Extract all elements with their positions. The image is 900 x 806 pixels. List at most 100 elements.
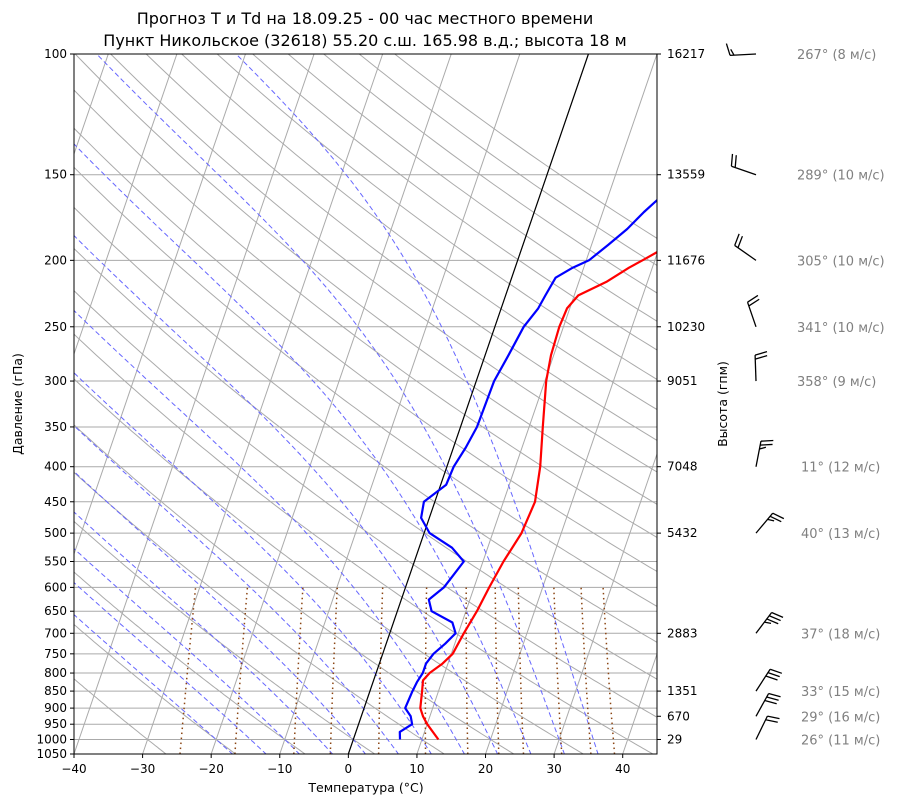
y-tick-label: 200 <box>44 253 67 267</box>
y-tick-label: 450 <box>44 495 67 509</box>
profiles <box>398 198 657 741</box>
wind-barb-feather <box>730 153 734 167</box>
wind-label: 305° (10 м/с) <box>797 254 885 269</box>
wind-barb-feather <box>725 43 731 56</box>
mixing-ratio-line <box>293 587 304 754</box>
height-axis-ticks: 29 670 1351 2883 5432 7048 9051 10230 11676 13559… <box>657 47 705 746</box>
wind-barb: 26° (11 м/с) <box>755 715 880 748</box>
dry-adiabat <box>74 247 657 680</box>
moist-adiabat <box>74 614 234 754</box>
wind-barb-feather <box>767 518 775 522</box>
wind-label: 37° (18 м/с) <box>801 627 880 642</box>
moist-adiabat <box>74 547 301 754</box>
isotherm-line <box>553 452 657 754</box>
wind-barb: 29° (16 м/с) <box>755 692 880 725</box>
dry-adiabat <box>74 206 657 643</box>
y-tick-label: 900 <box>44 701 67 715</box>
isotherm-line <box>416 54 657 754</box>
moist-adiabat <box>74 143 532 754</box>
isotherm-line <box>74 54 315 754</box>
wind-barb-feather <box>764 699 777 705</box>
wind-barb: 33° (15 м/с) <box>755 668 880 700</box>
wind-label: 341° (10 м/с) <box>797 321 885 336</box>
y-tick-label: 250 <box>44 320 67 334</box>
wind-barb-feather <box>737 235 744 248</box>
height-tick-label: 9051 <box>667 374 698 388</box>
wind-barb-feather <box>754 351 768 356</box>
wind-barb-feather <box>768 692 781 698</box>
y-tick-label: 100 <box>44 47 67 61</box>
y-tick-label: 1050 <box>36 747 67 761</box>
mixing-ratio-line <box>234 587 249 754</box>
wind-barb: 37° (18 м/с) <box>755 611 880 642</box>
x-tick-label: −10 <box>267 762 292 776</box>
y-tick-label: 350 <box>44 420 67 434</box>
wind-barb-feather <box>764 621 772 624</box>
y-tick-label: 500 <box>44 526 67 540</box>
x-axis-label: Температура (°C) <box>307 780 423 795</box>
wind-barb: 40° (13 м/с) <box>755 512 880 542</box>
wind-barb-staff <box>734 244 757 261</box>
plot-frame <box>73 53 658 755</box>
zero-isotherm-line <box>347 54 589 754</box>
wind-barbs: 267° (8 м/с) 289° (10 м/с) 305° (10 м/с) 34… <box>725 43 885 748</box>
isotherm-line <box>74 54 246 556</box>
wind-label: 29° (16 м/с) <box>801 710 880 725</box>
isotherm-line <box>210 54 452 754</box>
moist-adiabat <box>74 372 432 754</box>
chart-title: Прогноз T и Td на 18.09.25 - 00 час мест… <box>137 9 593 28</box>
height-tick-label: 7048 <box>667 460 698 474</box>
dewpoint-profile <box>398 198 657 740</box>
moist-adiabat <box>235 54 599 754</box>
dry-adiabat <box>145 54 657 441</box>
wind-barb: 305° (10 м/с) <box>734 233 885 269</box>
y-tick-label: 750 <box>44 647 67 661</box>
dry-adiabat <box>252 54 657 351</box>
wind-barb-feather <box>765 675 778 681</box>
y-tick-label: 1000 <box>36 732 67 746</box>
y-tick-label: 950 <box>44 717 67 731</box>
dry-adiabat <box>74 424 515 754</box>
y-tick-label: 650 <box>44 604 67 618</box>
dry-adiabat <box>74 678 167 754</box>
x-tick-label: −30 <box>130 762 155 776</box>
isobar-grid <box>74 54 657 754</box>
moist-adiabat <box>74 581 267 754</box>
moist-adiabat <box>74 424 400 754</box>
y-axis-label: Давление (гПа) <box>10 353 25 455</box>
dry-adiabat <box>74 54 657 505</box>
wind-barb-staff <box>755 715 768 740</box>
wind-barb-feather <box>734 155 737 168</box>
x-tick-label: 20 <box>478 762 493 776</box>
wind-barb-feather <box>766 696 779 701</box>
wind-barb: 267° (8 м/с) <box>725 43 876 63</box>
dry-adiabat <box>74 290 657 718</box>
dry-adiabat <box>74 166 657 607</box>
temperature-profile <box>419 250 657 741</box>
y-tick-label: 700 <box>44 626 67 640</box>
wind-barb-staff <box>755 512 774 534</box>
wind-barb-feather <box>760 439 774 442</box>
wind-barb: 341° (10 м/с) <box>746 294 885 336</box>
wind-barb-feather <box>747 294 759 303</box>
wind-barb-feather <box>768 615 781 622</box>
moist-adiabat <box>74 511 334 754</box>
wind-barb-feather <box>755 355 768 360</box>
wind-barb-staff <box>755 693 770 717</box>
y-tick-label: 800 <box>44 666 67 680</box>
moist-adiabat <box>74 470 367 754</box>
x-tick-label: 10 <box>409 762 424 776</box>
dry-adiabat <box>74 89 657 539</box>
wind-barb-feather <box>760 443 773 446</box>
chart-subtitle: Пункт Никольское (32618) 55.20 с.ш. 165.… <box>103 31 626 50</box>
dry-adiabat <box>181 54 657 411</box>
plot-area <box>74 54 657 754</box>
x-tick-label: −20 <box>199 762 224 776</box>
dry-adiabat <box>74 623 236 754</box>
wind-barb-staff <box>755 612 773 634</box>
wind-label: 289° (10 м/с) <box>797 169 885 184</box>
y-tick-label: 150 <box>44 168 67 182</box>
wind-barb-feather <box>772 512 785 520</box>
zero-isotherm <box>347 54 589 754</box>
